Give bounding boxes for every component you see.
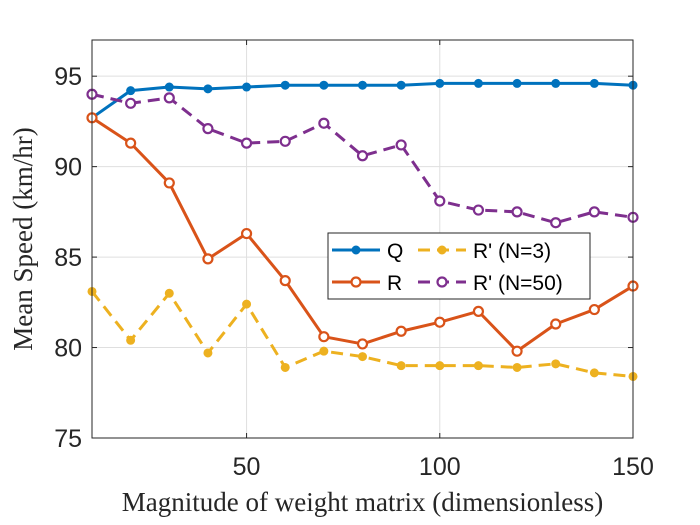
data-point-q [358,80,367,90]
legend-box [327,232,591,300]
data-point-q [589,78,599,88]
data-point-r-n-50 [588,206,600,218]
legend-item-r: R [332,272,402,295]
y-tick-label: 85 [54,244,82,272]
x-axis: 50 100 150 [233,40,654,481]
series-q [87,78,638,123]
y-axis-label: Mean Speed (km/hr) [8,127,38,350]
legend-marker [437,245,447,255]
series-line-r-n-3 [90,290,634,378]
y-tick-label: 90 [54,154,82,182]
data-point-r-n-50 [395,139,407,151]
data-point-r-n-50 [125,97,137,109]
data-point-q [435,78,445,88]
data-point-r-n-3 [164,288,174,298]
legend-item-q: Q [332,240,403,263]
data-point-r [511,345,523,357]
series-r-n-50 [86,88,639,229]
data-point-r-n-3 [473,361,483,371]
legend-label: Q [387,240,403,263]
legend-label: R [387,272,402,295]
data-point-r [395,325,407,337]
legend-item-r-n-3: R' (N=3) [418,240,551,263]
data-point-r [318,331,330,343]
data-point-q [280,80,290,90]
data-point-r-n-3 [396,361,406,371]
data-point-r-n-3 [435,361,445,371]
x-tick-label: 100 [419,453,461,481]
data-point-r-n-3 [551,359,561,369]
data-point-r-n-50 [434,195,446,207]
data-point-r-n-3 [512,362,522,372]
x-tick-label: 150 [612,453,654,481]
legend-label: R' (N=3) [473,240,551,263]
data-point-r-n-50 [279,135,291,147]
data-point-r-n-50 [240,137,253,149]
data-point-q [396,80,406,90]
data-point-r-n-3 [589,368,599,378]
data-point-q [164,82,174,92]
data-point-r-n-50 [356,150,369,162]
legend-item-r-n-50: R' (N=50) [418,272,563,295]
data-point-r [279,275,291,287]
legend: QR R' (N=3) R' (N=50) [327,232,591,300]
legend-marker [351,245,361,255]
data-point-r-n-3 [319,346,329,356]
legend-marker [350,276,362,288]
data-point-r-n-50 [472,204,485,216]
data-point-r [550,318,562,330]
data-point-r-n-50 [550,217,562,229]
data-point-q [551,78,561,88]
data-point-r-n-3 [280,362,290,372]
data-point-r [434,316,446,328]
y-tick-label: 75 [54,425,82,453]
data-point-r [472,305,485,317]
data-point-r [240,227,253,240]
data-point-r-n-50 [511,206,523,218]
data-point-r [588,303,600,316]
data-point-r [356,338,369,350]
data-point-q [512,78,522,88]
series-line-r-n-50 [91,92,634,225]
data-point-r-n-3 [126,335,136,345]
x-axis-label: Magnitude of weight matrix (dimensionles… [122,487,603,517]
legend-label: R' (N=50) [473,272,563,295]
data-point-r [125,137,137,149]
data-point-r-n-50 [163,92,175,104]
data-point-r-n-3 [203,348,213,358]
data-point-r-n-50 [318,117,330,129]
data-point-q [473,78,483,88]
data-point-q [126,86,136,96]
y-axis: 75 80 85 90 95 [54,63,633,453]
data-point-r-n-3 [358,352,367,362]
y-tick-label: 80 [54,335,82,363]
data-point-q [319,80,329,90]
data-point-r [202,253,214,265]
y-tick-label: 95 [54,63,82,91]
data-point-q [242,82,252,92]
data-point-r [163,177,175,189]
data-point-r-n-3 [242,299,252,309]
data-point-r-n-50 [202,123,214,135]
plot-frame [91,39,634,439]
x-tick-label: 50 [233,453,261,481]
data-point-q [203,84,213,94]
legend-marker [436,276,448,288]
